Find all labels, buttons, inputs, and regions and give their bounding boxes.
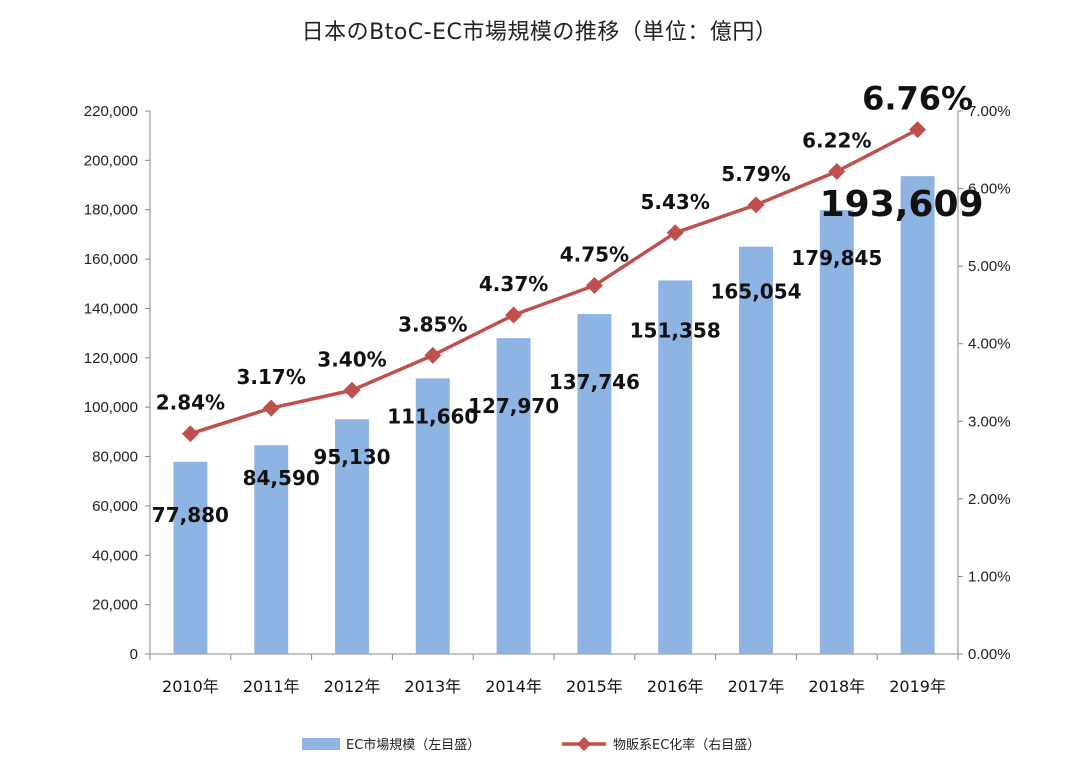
- bar: [819, 210, 854, 654]
- bar: [739, 246, 773, 655]
- line-data-label: 5.79%: [721, 162, 790, 186]
- left-tick-label: 140,000: [84, 300, 138, 317]
- line-data-label: 5.43%: [641, 190, 710, 214]
- bar-data-label: 193,609: [820, 184, 984, 225]
- bar: [254, 445, 289, 654]
- left-tick-label: 0: [130, 646, 138, 663]
- line-path: [189, 128, 919, 436]
- x-tick-label: 2012年: [324, 677, 381, 696]
- line-data-label: 3.40%: [317, 347, 386, 371]
- left-tick-label: 80,000: [92, 449, 138, 466]
- left-tick-label: 160,000: [84, 251, 138, 268]
- legend: EC市場規模（左目盛） 物販系EC化率（右目盛）: [302, 736, 760, 753]
- line-point: [666, 224, 684, 242]
- legend-bar-label: EC市場規模（左目盛）: [346, 737, 480, 753]
- legend-bar-swatch: [302, 738, 340, 750]
- left-tick-label: 180,000: [84, 202, 138, 219]
- line-point: [262, 399, 280, 417]
- line-point: [343, 381, 361, 399]
- x-tick-label: 2017年: [728, 677, 785, 696]
- bar-data-label: 137,746: [549, 370, 640, 394]
- line-data-label: 4.37%: [479, 272, 548, 296]
- bar-data-label: 165,054: [710, 280, 801, 304]
- left-tick-label: 220,000: [84, 103, 138, 120]
- x-tick-label: 2018年: [808, 677, 865, 696]
- left-tick-label: 60,000: [92, 498, 138, 515]
- bar: [658, 280, 693, 654]
- line-point: [909, 121, 927, 139]
- left-tick-label: 20,000: [92, 597, 138, 614]
- bar-data-label: 95,130: [313, 445, 390, 469]
- x-tick-label: 2015年: [566, 677, 623, 696]
- bar: [496, 338, 531, 654]
- line-data-label: 2.84%: [156, 391, 225, 415]
- line-point: [424, 346, 442, 364]
- bars: [173, 176, 935, 655]
- x-tick-label: 2013年: [404, 677, 461, 696]
- right-tick-label: 1.00%: [968, 568, 1011, 585]
- left-tick-label: 200,000: [84, 152, 138, 169]
- right-tick-label: 7.00%: [968, 103, 1011, 120]
- bar: [577, 314, 612, 654]
- left-tick-label: 40,000: [92, 547, 138, 564]
- line-point: [505, 306, 523, 324]
- line-point: [585, 277, 603, 295]
- line-data-label: 6.22%: [802, 129, 871, 153]
- x-tick-label: 2019年: [889, 677, 946, 696]
- x-tick-label: 2014年: [485, 677, 542, 696]
- right-tick-label: 2.00%: [968, 491, 1011, 508]
- right-tick-label: 0.00%: [968, 646, 1011, 663]
- legend-line-label: 物販系EC化率（右目盛）: [613, 737, 760, 753]
- right-tick-label: 5.00%: [968, 258, 1011, 275]
- bar: [415, 378, 450, 654]
- x-tick-label: 2011年: [243, 677, 300, 696]
- line-series: [181, 121, 927, 443]
- line-labels: 2.84% 3.17% 3.40% 3.85% 4.37% 4.75% 5.43% 5.79%…: [156, 80, 973, 415]
- line-data-label: 4.75%: [560, 243, 629, 267]
- line-data-label: 6.76%: [862, 80, 973, 118]
- line-point: [181, 425, 199, 443]
- line-point: [828, 163, 846, 180]
- right-tick-label: 6.00%: [968, 181, 1011, 198]
- left-tick-label: 120,000: [84, 350, 138, 367]
- bar-data-label: 179,845: [791, 246, 882, 270]
- bar-data-label: 84,590: [243, 466, 320, 490]
- left-tick-label: 100,000: [84, 399, 138, 416]
- line-point: [747, 196, 765, 214]
- bar: [173, 461, 208, 654]
- bar-data-label: 151,358: [630, 318, 721, 342]
- right-tick-label: 3.00%: [968, 413, 1011, 430]
- legend-line-marker: [576, 736, 592, 752]
- bar-data-label: 111,660: [387, 404, 478, 428]
- chart-title: 日本のBtoC-EC市場規模の推移（単位：億円）: [301, 20, 778, 45]
- bar-data-label: 127,970: [468, 394, 559, 418]
- bar: [900, 176, 935, 654]
- bar-data-label: 77,880: [152, 503, 229, 527]
- x-tick-label: 2010年: [162, 677, 219, 696]
- bar: [335, 419, 369, 654]
- line-data-label: 3.85%: [398, 312, 467, 336]
- line-data-label: 3.17%: [237, 365, 306, 389]
- x-tick-label: 2016年: [647, 677, 704, 696]
- right-tick-label: 4.00%: [968, 336, 1011, 353]
